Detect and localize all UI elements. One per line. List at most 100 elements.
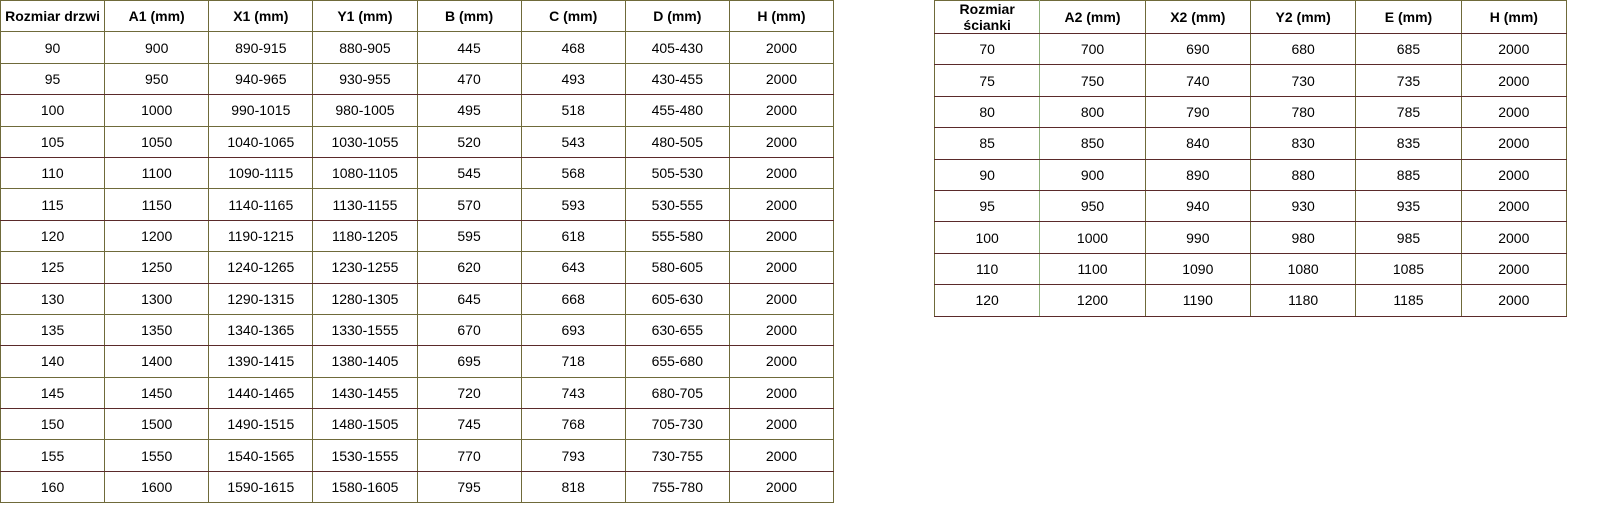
table-cell: 935 xyxy=(1355,189,1462,223)
column-header: H (mm) xyxy=(1460,0,1568,34)
column-header: A1 (mm) xyxy=(104,0,210,33)
table-cell: 2000 xyxy=(728,470,835,504)
table-cell: 2000 xyxy=(728,439,835,472)
table-cell: 555-580 xyxy=(624,219,730,253)
column-header: Rozmiar drzwi xyxy=(0,0,106,33)
table-cell: 75 xyxy=(933,64,1041,97)
column-header: Y1 (mm) xyxy=(312,0,418,33)
table-cell: 150 xyxy=(0,408,106,441)
table-cell: 120 xyxy=(0,219,106,253)
table-row: 90 900 890 880 885 2000 xyxy=(933,158,1568,191)
table-cell: 505-530 xyxy=(624,156,730,190)
table-cell: 1350 xyxy=(104,313,210,347)
table-cell: 655-680 xyxy=(624,345,730,378)
table-cell: 740 xyxy=(1144,64,1251,97)
table-cell: 100 xyxy=(933,221,1041,254)
table-cell: 700 xyxy=(1039,32,1146,66)
table-cell: 2000 xyxy=(728,282,835,315)
table-cell: 2000 xyxy=(728,251,835,284)
table-cell: 990-1015 xyxy=(208,94,314,127)
table-cell: 900 xyxy=(104,31,210,64)
table-row: 75 750 740 730 735 2000 xyxy=(933,64,1568,97)
table-cell: 940 xyxy=(1144,189,1251,223)
table-cell: 950 xyxy=(1039,189,1146,223)
table-cell: 790 xyxy=(1144,95,1251,129)
table-row: 100 1000 990-1015 980-1005 495 518 455-480 2000 xyxy=(0,94,835,127)
table-cell: 580-605 xyxy=(624,251,730,284)
table-cell: 990 xyxy=(1144,221,1251,254)
table-cell: 1530-1555 xyxy=(312,439,418,472)
table-row: 130 1300 1290-1315 1280-1305 645 668 605-630 20… xyxy=(0,282,835,315)
table-cell: 1540-1565 xyxy=(208,439,314,472)
column-header: D (mm) xyxy=(624,0,730,33)
table-cell: 130 xyxy=(0,282,106,315)
table-cell: 1085 xyxy=(1355,252,1462,286)
table-cell: 793 xyxy=(520,439,626,472)
table-row: 90 900 890-915 880-905 445 468 405-430 2000 xyxy=(0,31,835,64)
table-cell: 1280-1305 xyxy=(312,282,418,315)
column-header: B (mm) xyxy=(416,0,522,33)
table-cell: 1440-1465 xyxy=(208,376,314,410)
table-cell: 2000 xyxy=(728,219,835,253)
table-cell: 880 xyxy=(1249,158,1357,191)
header-row: Rozmiar drzwi A1 (mm) X1 (mm) Y1 (mm) B (mm)… xyxy=(0,0,835,33)
table-cell: 70 xyxy=(933,32,1041,66)
table-cell: 2000 xyxy=(728,408,835,441)
table-cell: 480-505 xyxy=(624,125,730,158)
table-cell: 840 xyxy=(1144,127,1251,160)
table-cell: 85 xyxy=(933,127,1041,160)
column-header: A2 (mm) xyxy=(1039,0,1146,34)
table-cell: 770 xyxy=(416,439,522,472)
table-row: 125 1250 1240-1265 1230-1255 620 643 580-605 20… xyxy=(0,251,835,284)
column-header: X1 (mm) xyxy=(208,0,314,33)
column-header: Rozmiar ścianki xyxy=(933,0,1041,34)
table-cell: 470 xyxy=(416,62,522,96)
table-cell: 885 xyxy=(1355,158,1462,191)
table-cell: 1250 xyxy=(104,251,210,284)
table-row: 155 1550 1540-1565 1530-1555 770 793 730-755 20… xyxy=(0,439,835,472)
table-cell: 445 xyxy=(416,31,522,64)
table-cell: 1340-1365 xyxy=(208,313,314,347)
table-cell: 545 xyxy=(416,156,522,190)
table-cell: 1000 xyxy=(104,94,210,127)
table-cell: 405-430 xyxy=(624,31,730,64)
table-cell: 670 xyxy=(416,313,522,347)
table-cell: 693 xyxy=(520,313,626,347)
table-cell: 495 xyxy=(416,94,522,127)
table-cell: 818 xyxy=(520,470,626,504)
table-cell: 568 xyxy=(520,156,626,190)
table-cell: 1200 xyxy=(1039,284,1146,317)
table-cell: 645 xyxy=(416,282,522,315)
table-cell: 2000 xyxy=(728,376,835,410)
table-cell: 785 xyxy=(1355,95,1462,129)
table-cell: 620 xyxy=(416,251,522,284)
table-cell: 680 xyxy=(1249,32,1357,66)
table-cell: 1230-1255 xyxy=(312,251,418,284)
table-cell: 1030-1055 xyxy=(312,125,418,158)
table-cell: 1180-1205 xyxy=(312,219,418,253)
table-cell: 1080 xyxy=(1249,252,1357,286)
table-cell: 940-965 xyxy=(208,62,314,96)
column-header: Y2 (mm) xyxy=(1249,0,1357,34)
table-cell: 735 xyxy=(1355,64,1462,97)
table-cell: 1400 xyxy=(104,345,210,378)
table-cell: 493 xyxy=(520,62,626,96)
table-cell: 768 xyxy=(520,408,626,441)
table-cell: 520 xyxy=(416,125,522,158)
table-cell: 1490-1515 xyxy=(208,408,314,441)
table-cell: 2000 xyxy=(1460,32,1568,66)
table-cell: 1080-1105 xyxy=(312,156,418,190)
table-cell: 2000 xyxy=(728,188,835,221)
table-cell: 1140-1165 xyxy=(208,188,314,221)
table-cell: 2000 xyxy=(1460,284,1568,317)
table-cell: 2000 xyxy=(1460,189,1568,223)
table-cell: 145 xyxy=(0,376,106,410)
table-cell: 2000 xyxy=(1460,127,1568,160)
table-row: 85 850 840 830 835 2000 xyxy=(933,127,1568,160)
table-cell: 1550 xyxy=(104,439,210,472)
table-cell: 2000 xyxy=(1460,221,1568,254)
table-cell: 1130-1155 xyxy=(312,188,418,221)
table-cell: 105 xyxy=(0,125,106,158)
table-cell: 1330-1555 xyxy=(312,313,418,347)
table-row: 105 1050 1040-1065 1030-1055 520 543 480-505 20… xyxy=(0,125,835,158)
